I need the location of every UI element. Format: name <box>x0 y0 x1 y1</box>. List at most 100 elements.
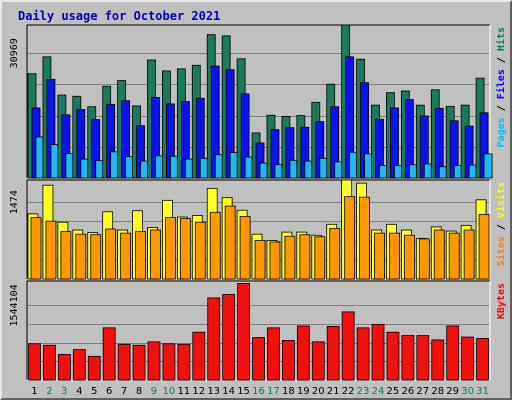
bar-kbytes-day-12 <box>192 331 206 381</box>
bar-sites-day-9 <box>150 229 161 280</box>
panel-mid-tick-label: 1474 <box>9 190 20 214</box>
bar-kbytes-day-16 <box>252 337 265 381</box>
legend-hits: Hits <box>495 27 507 51</box>
bar-kbytes-day-9 <box>147 341 161 381</box>
bar-sites-day-23 <box>359 196 370 280</box>
day-label-16: 16 <box>252 386 265 397</box>
legend-files: Files <box>495 69 507 99</box>
bar-kbytes-day-14 <box>222 294 236 381</box>
panel-bottom: 1544104 <box>9 280 491 381</box>
bar-kbytes-day-2 <box>43 344 56 381</box>
bar-sites-day-20 <box>314 236 326 280</box>
bar-sites-day-5 <box>90 234 102 280</box>
bar-kbytes-day-6 <box>102 327 116 381</box>
day-label-9: 9 <box>151 386 157 397</box>
bar-kbytes-day-3 <box>57 354 71 381</box>
bar-kbytes-day-27 <box>416 335 430 381</box>
day-label-27: 27 <box>416 386 429 397</box>
bar-sites-day-11 <box>179 218 191 280</box>
day-label-4: 4 <box>76 386 82 397</box>
bar-kbytes-day-23 <box>356 327 370 381</box>
day-label-13: 13 <box>207 386 220 397</box>
bar-sites-day-26 <box>403 234 415 280</box>
bar-sites-day-16 <box>254 240 266 280</box>
legend-separator-3: / <box>496 51 507 69</box>
panel-top-tick-label: 30969 <box>9 38 20 68</box>
bar-kbytes-day-4 <box>72 349 86 381</box>
bar-kbytes-day-25 <box>386 331 400 381</box>
day-label-10: 10 <box>163 386 176 397</box>
bar-sites-day-25 <box>389 232 400 280</box>
day-label-1: 1 <box>31 386 37 397</box>
bar-sites-day-18 <box>284 235 296 280</box>
day-label-20: 20 <box>312 386 325 397</box>
chart-title: Daily usage for October 2021 <box>18 9 220 23</box>
panel-bottom-tick-label: 1544104 <box>9 284 20 326</box>
day-label-17: 17 <box>267 386 280 397</box>
bar-sites-day-21 <box>329 228 341 280</box>
bar-sites-day-3 <box>60 231 72 280</box>
bar-sites-day-27 <box>418 238 430 280</box>
bar-kbytes-day-17 <box>267 327 280 381</box>
day-label-25: 25 <box>387 386 400 397</box>
bar-sites-day-19 <box>299 234 311 280</box>
day-label-7: 7 <box>121 386 127 397</box>
bar-sites-day-17 <box>269 241 281 280</box>
day-label-3: 3 <box>61 386 67 397</box>
legend-separator-1: / <box>496 218 507 236</box>
bar-kbytes-day-24 <box>371 324 385 381</box>
bar-sites-day-15 <box>239 216 251 280</box>
day-label-6: 6 <box>106 386 112 397</box>
bar-kbytes-day-13 <box>207 297 221 381</box>
day-label-26: 26 <box>401 386 414 397</box>
bar-sites-day-31 <box>478 213 490 280</box>
bar-kbytes-day-28 <box>431 339 445 381</box>
day-label-5: 5 <box>91 386 97 397</box>
day-label-31: 31 <box>476 386 489 397</box>
bar-sites-day-13 <box>209 211 221 280</box>
bar-sites-day-28 <box>433 229 445 280</box>
bar-kbytes-day-15 <box>237 283 250 381</box>
bar-sites-day-22 <box>344 196 356 280</box>
bar-sites-day-29 <box>448 232 460 280</box>
bar-kbytes-day-10 <box>162 343 176 381</box>
bar-pages-day-31 <box>483 153 493 179</box>
bar-kbytes-day-7 <box>117 343 131 381</box>
day-label-23: 23 <box>357 386 370 397</box>
bar-sites-day-2 <box>45 220 57 280</box>
day-label-15: 15 <box>237 386 250 397</box>
bar-sites-day-24 <box>374 232 385 280</box>
legend-separator-1: / <box>496 99 507 117</box>
bar-kbytes-day-18 <box>282 339 295 381</box>
bar-sites-day-30 <box>463 229 475 280</box>
day-label-11: 11 <box>177 386 190 397</box>
bar-kbytes-day-1 <box>28 343 41 381</box>
bar-kbytes-day-21 <box>326 325 340 381</box>
panel-top-legend: Pages / Files / Hits <box>495 27 507 147</box>
legend-kbytes: KBytes <box>496 283 507 319</box>
bar-kbytes-day-22 <box>341 311 355 381</box>
panel-bottom-legend: KBytes <box>496 283 507 319</box>
day-label-22: 22 <box>342 386 355 397</box>
day-label-14: 14 <box>222 386 235 397</box>
day-label-29: 29 <box>446 386 459 397</box>
bar-kbytes-day-30 <box>461 336 475 381</box>
day-label-8: 8 <box>136 386 142 397</box>
day-label-21: 21 <box>327 386 340 397</box>
legend-pages: Pages <box>496 117 507 147</box>
bar-sites-day-7 <box>120 232 132 280</box>
panel-top: 30969 <box>9 24 493 179</box>
bar-kbytes-day-31 <box>476 338 489 381</box>
bar-sites-day-14 <box>224 205 236 280</box>
bar-kbytes-day-26 <box>401 335 415 381</box>
bar-sites-day-4 <box>75 233 87 280</box>
bar-kbytes-day-8 <box>132 344 146 381</box>
bar-sites-day-8 <box>135 231 146 280</box>
day-label-30: 30 <box>461 386 474 397</box>
bar-sites-day-6 <box>105 228 117 280</box>
bar-sites-day-12 <box>194 221 206 280</box>
day-label-28: 28 <box>431 386 444 397</box>
day-label-24: 24 <box>372 386 385 397</box>
day-label-12: 12 <box>192 386 205 397</box>
